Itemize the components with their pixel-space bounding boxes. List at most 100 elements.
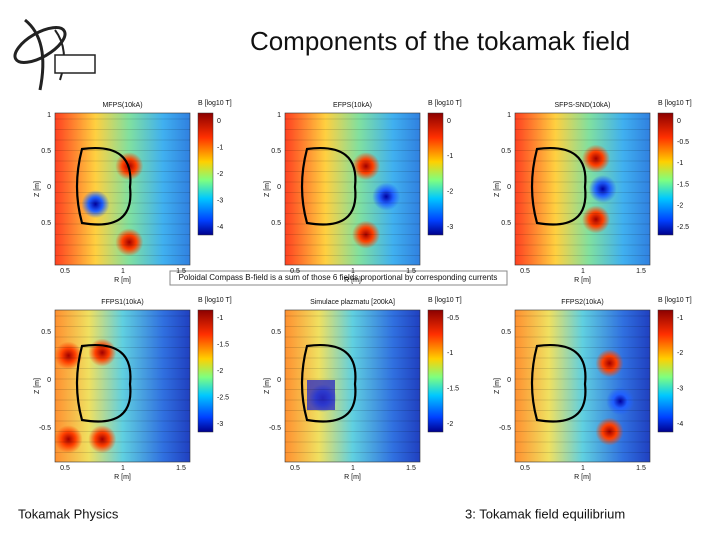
field-spot: [372, 182, 401, 211]
x-label: R [m]: [114, 277, 131, 284]
field-map: [284, 112, 421, 266]
x-tick: 1.5: [176, 268, 186, 275]
colorbar: [197, 309, 214, 433]
x-tick: 0.5: [290, 465, 300, 472]
y-tick: 0: [47, 377, 51, 384]
panel: Simulace plazmatu [200kA] B [log10 T] -0.5…: [264, 297, 462, 481]
y-tick: 0: [507, 377, 511, 384]
colorbar-tick: -2: [217, 171, 223, 178]
slide-title: Components of the tokamak field: [250, 26, 630, 56]
colorbar-tick: -3: [447, 224, 453, 231]
colorbar-tick: -2: [677, 203, 683, 210]
x-label: R [m]: [574, 277, 591, 284]
y-tick: 0.5: [41, 220, 51, 227]
colorbar-tick: -4: [677, 421, 683, 428]
panel: SFPS-SND(10kA) B [log10 T] 0 -0.5 -1 -1.5 -2 -2…: [494, 100, 692, 284]
y-tick: 0: [277, 377, 281, 384]
x-label: R [m]: [114, 474, 131, 481]
colorbar-tick: -3: [217, 421, 223, 428]
x-tick: 0.5: [60, 465, 70, 472]
colorbar-label: B [log10 T]: [658, 100, 692, 107]
colorbar-tick: -1: [447, 350, 453, 357]
colorbar-tick: -1: [677, 160, 683, 167]
plasma-boundary: [530, 147, 587, 226]
colorbar: [657, 309, 674, 433]
panel-title: Simulace plazmatu [200kA]: [310, 299, 395, 306]
plasma-boundary: [75, 344, 132, 423]
field-map: [514, 309, 651, 463]
y-tick: 1: [507, 112, 511, 119]
caption-box: [169, 270, 508, 286]
panel-title: SFPS-SND(10kA): [554, 102, 610, 109]
y-label: Z [m]: [494, 181, 501, 197]
colorbar: [427, 112, 444, 236]
footer-right: 3: Tokamak field equilibrium: [465, 506, 625, 521]
x-label: R [m]: [574, 474, 591, 481]
x-label: R [m]: [344, 277, 361, 284]
panel-title: FFPS2(10kA): [561, 299, 603, 306]
field-spot: [88, 425, 117, 454]
y-tick: -0.5: [269, 425, 281, 432]
y-tick: 1: [277, 112, 281, 119]
field-spot: [595, 349, 624, 378]
field-spot: [54, 425, 83, 454]
colorbar-tick: 0: [217, 118, 221, 125]
y-tick: 0.5: [501, 148, 511, 155]
y-tick: 0.5: [501, 220, 511, 227]
colorbar-tick: -1: [217, 315, 223, 322]
y-label: Z [m]: [34, 181, 41, 197]
x-tick: 0.5: [520, 465, 530, 472]
colorbar-tick: -1.5: [217, 341, 229, 348]
colorbar-tick: -1.5: [677, 181, 689, 188]
field-spot: [582, 144, 610, 173]
colorbar-label: B [log10 T]: [428, 100, 462, 107]
field-spot: [54, 341, 83, 370]
y-tick: -0.5: [39, 425, 51, 432]
panel: MFPS(10kA) B [log10 T] 0 -1 -2 -3 -4 1 0.5 0 0.5 0.…: [34, 100, 232, 284]
plasma: [307, 380, 335, 410]
colorbar-tick: -1: [677, 315, 683, 322]
y-tick: 0.5: [271, 148, 281, 155]
y-label: Z [m]: [264, 181, 271, 197]
field-spot: [81, 190, 110, 219]
y-label: Z [m]: [34, 378, 41, 394]
colorbar: [657, 112, 674, 236]
colorbar-label: B [log10 T]: [658, 297, 692, 304]
colorbar-label: B [log10 T]: [198, 100, 232, 107]
colorbar: [197, 112, 214, 236]
colorbar-tick: -2.5: [217, 394, 229, 401]
y-tick: 0.5: [271, 329, 281, 336]
field-spot: [115, 228, 144, 257]
panel-title: EFPS(10kA): [333, 102, 372, 109]
x-tick: 1.5: [176, 465, 186, 472]
panel: FFPS1(10kA) B [log10 T] -1 -1.5 -2 -2.5 -3 0.5 0…: [34, 297, 232, 481]
x-label: R [m]: [344, 474, 361, 481]
y-tick: 0: [277, 184, 281, 191]
colorbar-tick: 0: [447, 118, 451, 125]
colorbar-tick: -2: [217, 368, 223, 375]
panel: FFPS2(10kA) B [log10 T] -1 -2 -3 -4 0.5 0 -0.5 0.…: [494, 297, 692, 481]
x-tick: 0.5: [520, 268, 530, 275]
colorbar-tick: 0: [677, 118, 681, 125]
field-spot: [588, 175, 617, 203]
x-tick: 1: [581, 268, 585, 275]
colorbar-tick: -0.5: [677, 139, 689, 146]
panel-title: MFPS(10kA): [102, 102, 142, 109]
y-tick: 0.5: [41, 148, 51, 155]
colorbar-label: B [log10 T]: [428, 297, 462, 304]
y-tick: 0: [47, 184, 51, 191]
field-spot: [606, 387, 635, 416]
field-spot: [595, 417, 624, 446]
y-tick: 0: [507, 184, 511, 191]
colorbar: [427, 309, 444, 433]
y-tick: 0.5: [271, 220, 281, 227]
plasma-boundary: [75, 147, 132, 226]
x-tick: 0.5: [290, 268, 300, 275]
colorbar-tick: -2: [677, 350, 683, 357]
colorbar-tick: -2: [447, 421, 453, 428]
y-label: Z [m]: [264, 378, 271, 394]
x-tick: 1: [121, 268, 125, 275]
x-tick: 1: [351, 465, 355, 472]
field-spot: [582, 205, 610, 234]
